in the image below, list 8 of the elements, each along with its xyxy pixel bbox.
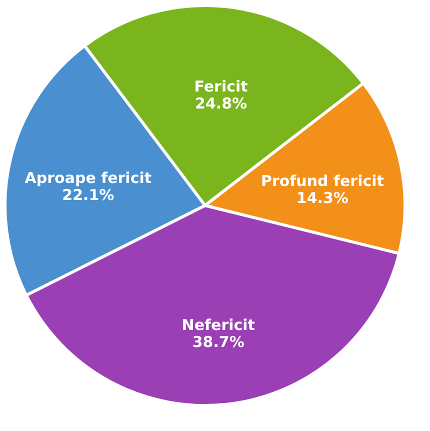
data-label: 38.7%	[192, 332, 244, 351]
data-label: 22.1%	[62, 186, 114, 204]
data-label: 24.8%	[194, 94, 248, 113]
slice-label: Aproape fericit	[24, 169, 152, 188]
slice-label: Nefericit	[182, 316, 255, 334]
data-label: 14.3%	[296, 188, 348, 207]
slice-label: Fericit	[194, 78, 248, 96]
slice-label: Profund fericit	[260, 172, 384, 190]
